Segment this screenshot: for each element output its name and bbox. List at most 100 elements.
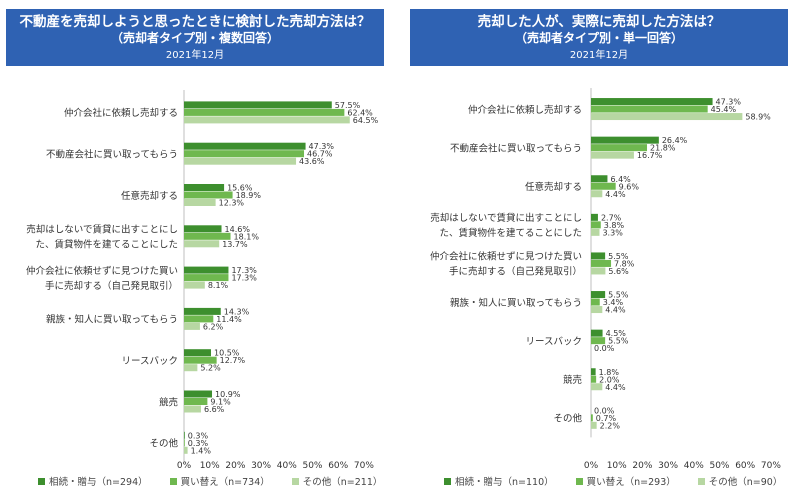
bar (591, 414, 593, 422)
bar (184, 274, 229, 282)
data-label: 10.5% (214, 349, 240, 358)
bar (591, 421, 597, 429)
chart-header: 売却した人が、実際に売却した方法は？ （売却者タイプ別・単一回答） 2021年1… (410, 9, 788, 66)
data-label: 6.4% (610, 175, 631, 184)
data-label: 12.3% (219, 199, 245, 208)
legend-label: 相続・贈与（n=294） (49, 477, 148, 488)
x-tick-label: 40% (277, 461, 297, 471)
x-tick-label: 70% (761, 461, 781, 471)
x-tick-label: 70% (354, 461, 374, 471)
category-label: 売却はしないで賃貸に出すことにした、賃貸物件を建てることにした (26, 224, 178, 251)
x-tick-label: 50% (302, 461, 322, 471)
data-label: 21.8% (650, 144, 676, 153)
bar (591, 375, 597, 383)
category-label: 仲介会社に依頼せずに見つけた買い手に売却する（自己発見取引） (430, 251, 582, 278)
bar (184, 191, 233, 199)
data-label: 57.5% (335, 101, 361, 110)
category-label: 売却はしないで賃貸に出すことにした、賃貸物件を建てることにした (430, 212, 582, 239)
x-tick-label: 30% (658, 461, 678, 471)
data-label: 26.4% (662, 136, 688, 145)
legend-label: 買い替え（n=293） (586, 477, 676, 488)
bar (591, 175, 608, 183)
bar (184, 281, 205, 289)
data-label: 16.7% (637, 151, 663, 160)
category-label: 競売 (563, 374, 582, 386)
legend-swatch (291, 477, 299, 485)
data-label: 47.3% (309, 142, 335, 151)
bar (591, 151, 634, 159)
bar (591, 144, 648, 152)
data-label: 0.3% (188, 439, 209, 448)
legend-label: 相続・贈与（n=110） (455, 477, 554, 488)
data-label: 9.1% (210, 398, 231, 407)
bar (184, 446, 188, 454)
bar (184, 307, 221, 315)
chart-subtitle: （売却者タイプ別・単一回答） (514, 31, 683, 45)
data-label: 10.9% (215, 390, 241, 399)
data-label: 2.0% (599, 375, 620, 384)
data-label: 46.7% (307, 150, 333, 159)
data-label: 7.8% (614, 259, 635, 268)
bar (184, 439, 185, 447)
x-tick-label: 60% (328, 461, 348, 471)
category-label: リースバック (121, 356, 178, 367)
x-tick-label: 10% (200, 461, 220, 471)
bar (591, 383, 603, 391)
data-label: 4.5% (606, 329, 627, 338)
data-label: 5.5% (608, 291, 629, 300)
legend-item: 買い替え（n=293） (575, 474, 676, 488)
legend-item: 相続・贈与（n=110） (444, 474, 554, 488)
x-tick-label: 20% (225, 461, 245, 471)
data-label: 8.1% (208, 281, 229, 290)
x-tick-label: 0% (177, 461, 192, 471)
data-label: 5.2% (200, 364, 221, 373)
data-label: 1.4% (191, 446, 212, 455)
legend-swatch (575, 477, 583, 485)
left-chart-panel: 不動産を売却しようと思ったときに検討した売却方法は？ （売却者タイプ別・複数回答… (6, 0, 396, 504)
bar (184, 364, 198, 372)
data-label: 14.3% (224, 307, 250, 316)
bar (591, 368, 596, 376)
data-label: 17.3% (231, 266, 257, 275)
data-label: 0.0% (594, 406, 615, 415)
data-label: 3.8% (604, 221, 625, 230)
bar (184, 349, 211, 357)
chart-header: 不動産を売却しようと思ったときに検討した売却方法は？ （売却者タイプ別・複数回答… (6, 9, 384, 66)
bar (591, 98, 713, 106)
data-label: 5.5% (608, 252, 629, 261)
legend-swatch (444, 477, 451, 485)
bar (184, 405, 201, 413)
bar (184, 225, 222, 233)
bar (184, 390, 213, 398)
category-label: 任意売却する (121, 190, 178, 202)
data-label: 13.7% (222, 240, 248, 249)
data-label: 17.3% (231, 274, 257, 283)
bar (184, 142, 306, 150)
bar (184, 356, 217, 364)
data-label: 3.4% (603, 298, 624, 307)
category-label: その他 (149, 438, 178, 450)
data-label: 18.1% (234, 232, 260, 241)
bar (591, 136, 659, 144)
chart-legend: 相続・贈与（n=110） 買い替え（n=293） その他（n=90） (444, 474, 802, 488)
bar (184, 232, 231, 240)
chart-date: 2021年12月 (165, 50, 225, 61)
right-chart-panel: 売却した人が、実際に売却した方法は？ （売却者タイプ別・単一回答） 2021年1… (410, 0, 800, 504)
data-label: 0.3% (188, 431, 209, 440)
category-label: 親族・知人に買い取ってもらう (450, 297, 582, 309)
category-label: その他 (553, 413, 582, 425)
data-label: 15.6% (227, 184, 253, 193)
category-label: 任意売却する (525, 181, 582, 193)
bar (184, 101, 332, 109)
data-label: 4.4% (605, 306, 626, 315)
x-tick-label: 30% (251, 461, 271, 471)
data-label: 0.0% (594, 344, 615, 353)
bar (184, 315, 214, 323)
data-label: 45.4% (711, 105, 737, 114)
bar-chart: 仲介会社に依頼し売却する 47.3%45.4% 58.9% 不動産会社に買い取ってもら… (430, 88, 781, 471)
bar (591, 291, 606, 299)
x-tick-label: 60% (735, 461, 755, 471)
bar (184, 266, 229, 274)
bar (591, 252, 606, 260)
data-label: 64.5% (353, 116, 379, 125)
